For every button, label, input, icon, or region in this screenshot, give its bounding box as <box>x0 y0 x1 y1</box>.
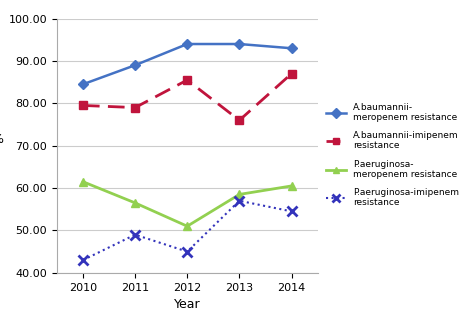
X-axis label: Year: Year <box>174 298 201 310</box>
Legend: A.baumannii-
meropenem resistance, A.baumannii-imipenem
resistance, P.aeruginosa: A.baumannii- meropenem resistance, A.bau… <box>322 99 463 211</box>
Y-axis label: %: % <box>0 133 3 146</box>
